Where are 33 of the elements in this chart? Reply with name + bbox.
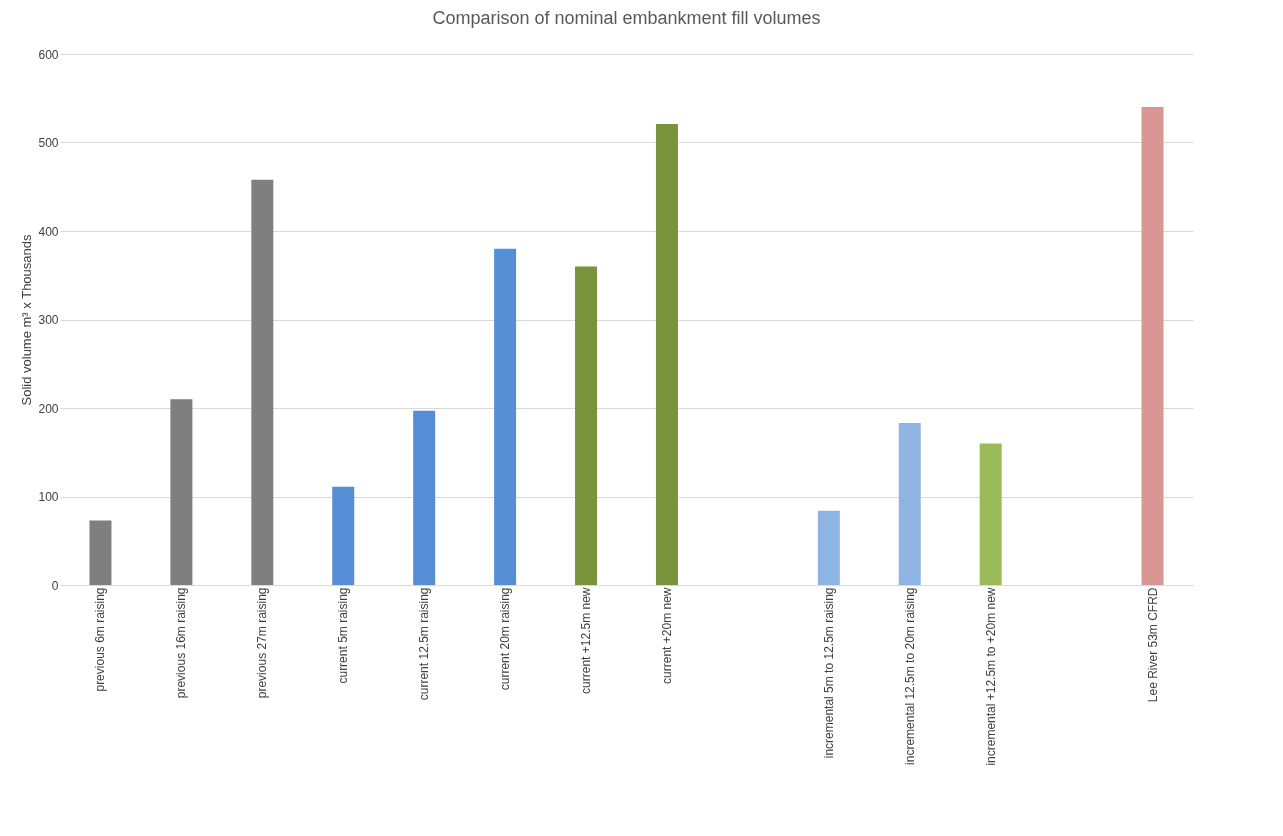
y-tick-label: 400: [38, 224, 59, 239]
x-tick-label: incremental +12.5m to +20m new: [983, 587, 998, 766]
bar: [251, 179, 274, 585]
x-tick-label: Lee River 53m CFRD: [1145, 587, 1160, 703]
bar: [817, 510, 840, 585]
y-tick-label: 300: [38, 313, 59, 327]
x-tick-label: incremental 12.5m to 20m raising: [902, 587, 917, 765]
x-tick-label: current 5m raising: [336, 587, 351, 684]
y-tick-label: 100: [38, 490, 59, 504]
x-tick-label: current +12.5m new: [579, 587, 594, 694]
bar: [89, 520, 112, 585]
bar: [898, 423, 921, 585]
bar: [575, 266, 598, 585]
bar: [413, 410, 436, 585]
bar: [979, 443, 1002, 585]
x-tick-label: previous 27m raising: [255, 587, 270, 699]
chart-title: Comparison of nominal embankment fill volumes: [432, 8, 821, 28]
y-tick-label: 0: [51, 578, 59, 593]
x-tick-label: current 12.5m raising: [417, 587, 432, 701]
y-tick-label: 200: [38, 401, 59, 416]
x-tick-label: current 20m raising: [498, 587, 513, 691]
y-tick-label: 600: [38, 47, 59, 62]
x-tick-label: previous 6m raising: [93, 587, 108, 692]
x-tick-label: previous 16m raising: [174, 587, 189, 699]
bar: [332, 486, 355, 585]
y-axis-title: Solid volume m³ x Thousands: [19, 234, 35, 406]
x-tick-label: current +20m new: [659, 587, 674, 684]
y-tick-label: 500: [38, 136, 59, 150]
bar: [170, 399, 193, 585]
bar: [655, 123, 678, 585]
x-tick-label: incremental 5m to 12.5m raising: [821, 587, 836, 759]
bar: [494, 248, 517, 585]
bar: [1141, 107, 1164, 585]
